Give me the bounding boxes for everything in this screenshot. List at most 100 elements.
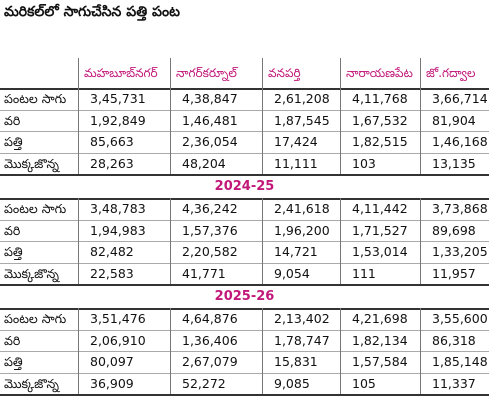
column-header: జో.గద్వాల bbox=[426, 66, 476, 80]
column-rule bbox=[420, 198, 421, 284]
row-label: మొక్కజొన్న bbox=[4, 155, 60, 171]
column-rule bbox=[170, 198, 171, 284]
cell-value: 1,96,200 bbox=[274, 222, 330, 238]
cell-value: 1,94,983 bbox=[90, 222, 146, 238]
cell-value: 85,663 bbox=[90, 134, 134, 149]
row-label: పత్తి bbox=[4, 244, 23, 259]
column-rule bbox=[78, 88, 79, 174]
cell-value: 41,771 bbox=[182, 265, 226, 281]
column-rule bbox=[262, 198, 263, 284]
section-label: 2025-26 bbox=[214, 289, 275, 304]
cell-value: 1,33,205 bbox=[432, 244, 488, 259]
column-rule bbox=[78, 308, 79, 394]
row-label: వరి bbox=[4, 222, 21, 238]
cell-value: 111 bbox=[352, 265, 376, 281]
cell-value: 3,66,714 bbox=[432, 91, 488, 106]
cell-value: 2,41,618 bbox=[274, 201, 330, 216]
cell-value: 28,263 bbox=[90, 155, 134, 171]
cell-value: 22,583 bbox=[90, 265, 134, 281]
cell-value: 3,51,476 bbox=[90, 311, 146, 326]
column-rule bbox=[170, 88, 171, 174]
cell-value: 3,73,868 bbox=[432, 201, 488, 216]
column-header: నారాయణపేట bbox=[346, 66, 413, 80]
row-rule bbox=[0, 88, 489, 90]
cell-value: 1,92,849 bbox=[90, 112, 146, 128]
row-label: మొక్కజొన్న bbox=[4, 265, 60, 281]
row-rule bbox=[0, 372, 489, 374]
cell-value: 4,21,698 bbox=[352, 311, 408, 326]
column-rule bbox=[420, 308, 421, 394]
cell-value: 81,904 bbox=[432, 112, 476, 128]
cell-value: 13,135 bbox=[432, 155, 476, 171]
cell-value: 1,82,515 bbox=[352, 134, 408, 149]
row-label: వరి bbox=[4, 332, 21, 348]
cell-value: 2,06,910 bbox=[90, 332, 146, 348]
cell-value: 1,82,134 bbox=[352, 332, 408, 348]
cell-value: 2,61,208 bbox=[274, 91, 330, 106]
cell-value: 11,111 bbox=[274, 155, 318, 171]
row-rule bbox=[0, 394, 489, 396]
cell-value: 1,87,545 bbox=[274, 112, 330, 128]
cell-value: 11,337 bbox=[432, 375, 476, 391]
cell-value: 1,57,584 bbox=[352, 354, 408, 369]
cell-value: 4,38,847 bbox=[182, 91, 238, 106]
row-rule bbox=[0, 351, 489, 352]
cell-value: 1,36,406 bbox=[182, 332, 238, 348]
row-label: పంటల సాగు bbox=[4, 91, 67, 106]
section-label: 2024-25 bbox=[214, 179, 275, 194]
column-rule bbox=[340, 58, 341, 88]
cell-value: 11,957 bbox=[432, 265, 476, 281]
cell-value: 2,36,054 bbox=[182, 134, 238, 149]
row-label: మొక్కజొన్న bbox=[4, 375, 60, 391]
cell-value: 82,482 bbox=[90, 244, 134, 259]
cell-value: 52,272 bbox=[182, 375, 226, 391]
cell-value: 3,45,731 bbox=[90, 91, 146, 106]
cell-value: 9,085 bbox=[274, 375, 310, 391]
row-rule bbox=[0, 241, 489, 242]
column-rule bbox=[262, 88, 263, 174]
row-rule bbox=[0, 219, 489, 221]
row-rule bbox=[0, 109, 489, 111]
cell-value: 89,698 bbox=[432, 222, 476, 238]
cell-value: 4,64,876 bbox=[182, 311, 238, 326]
cell-value: 1,67,532 bbox=[352, 112, 408, 128]
title: మరికల్‌లో సాగుచేసిన పత్తి పంట bbox=[4, 4, 180, 20]
cell-value: 1,85,148 bbox=[432, 354, 488, 369]
row-rule bbox=[0, 152, 489, 154]
cell-value: 3,48,783 bbox=[90, 201, 146, 216]
cell-value: 4,11,442 bbox=[352, 201, 408, 216]
column-header: మహబూబ్‌నగర్ bbox=[84, 66, 158, 80]
row-rule bbox=[0, 198, 489, 200]
cell-value: 2,67,079 bbox=[182, 354, 238, 369]
row-rule bbox=[0, 308, 489, 310]
cell-value: 15,831 bbox=[274, 354, 318, 369]
column-rule bbox=[170, 308, 171, 394]
cell-value: 1,78,747 bbox=[274, 332, 330, 348]
column-rule bbox=[420, 58, 421, 88]
cell-value: 1,46,168 bbox=[432, 134, 488, 149]
cell-value: 14,721 bbox=[274, 244, 318, 259]
row-rule bbox=[0, 262, 489, 264]
cell-value: 2,13,402 bbox=[274, 311, 330, 326]
row-rule bbox=[0, 329, 489, 331]
column-rule bbox=[340, 308, 341, 394]
column-rule bbox=[170, 58, 171, 88]
column-rule bbox=[78, 198, 79, 284]
cell-value: 48,204 bbox=[182, 155, 226, 171]
column-rule bbox=[340, 198, 341, 284]
cell-value: 9,054 bbox=[274, 265, 310, 281]
cell-value: 103 bbox=[352, 155, 376, 171]
cell-value: 1,53,014 bbox=[352, 244, 408, 259]
cell-value: 1,71,527 bbox=[352, 222, 408, 238]
cell-value: 1,46,481 bbox=[182, 112, 238, 128]
column-rule bbox=[420, 88, 421, 174]
column-header: వనపర్తి bbox=[268, 66, 301, 80]
row-rule bbox=[0, 131, 489, 132]
cell-value: 3,55,600 bbox=[432, 311, 488, 326]
cell-value: 17,424 bbox=[274, 134, 318, 149]
cell-value: 36,909 bbox=[90, 375, 134, 391]
row-label: పంటల సాగు bbox=[4, 311, 67, 326]
row-rule bbox=[0, 174, 489, 176]
column-rule bbox=[262, 58, 263, 88]
